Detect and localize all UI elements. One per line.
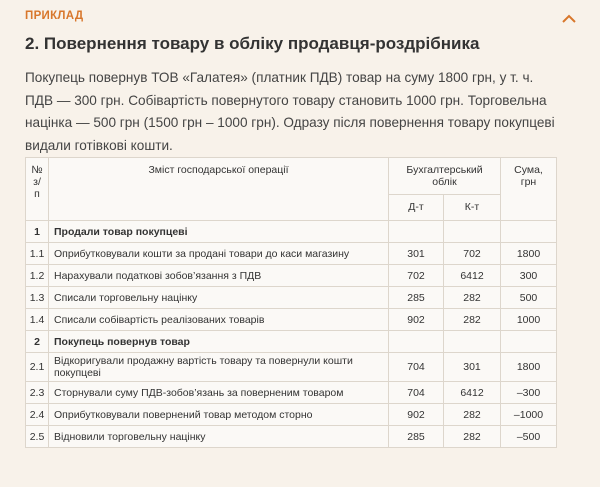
header-text: з/п [33,176,41,200]
table-cell: 1000 [500,308,557,331]
table-cell: 282 [443,425,501,448]
paragraph: Покупець повернув ТОВ «Галатея» (платник… [25,70,555,153]
table-cell: 6412 [443,381,501,404]
header-text: № [31,164,43,176]
table-cell: 301 [443,352,501,382]
table-cell: 1.1 [25,242,49,265]
table-cell: –500 [500,425,557,448]
table-row: 2 Покупець повернув товар [25,330,557,353]
header-cell: Бухгалтерський облік [388,157,501,195]
table-cell: Продали товар покупцеві [48,220,389,243]
table-cell: 2.3 [25,381,49,404]
header-cell: Сума, грн [500,157,557,221]
table-cell: 282 [443,403,501,426]
table-cell: 902 [388,403,444,426]
table: № з/п Зміст господарської операції Бухгал… [25,157,557,448]
table-cell: Списали торговельну націнку [48,286,389,309]
table-cell [500,220,557,243]
table-row: 2.3 Сторнували суму ПДВ-зобов’язань за по… [25,381,557,404]
table-cell: 1.2 [25,264,49,287]
table-cell: –1000 [500,403,557,426]
table-row: 1.2 Нарахували податкові зобов’язання з П… [25,264,557,287]
table-row: 1.4 Списали собівартість реалізованих тов… [25,308,557,331]
table-cell: 301 [388,242,444,265]
header-cell: Д-т [388,194,444,221]
table-cell: 285 [388,286,444,309]
table-cell: 704 [388,381,444,404]
table-cell: 1800 [500,352,557,382]
table-cell [388,220,444,243]
table-cell: Відкоригували продажну вартість товару т… [48,352,389,382]
table-cell: 702 [443,242,501,265]
table-cell: 902 [388,308,444,331]
table-cell: 1800 [500,242,557,265]
table-cell: Сторнували суму ПДВ-зобов’язань за повер… [48,381,389,404]
table-cell: 1.4 [25,308,49,331]
table-cell [388,330,444,353]
table-cell [500,330,557,353]
table-cell: 1 [25,220,49,243]
table-cell: Нарахували податкові зобов’язання з ПДВ [48,264,389,287]
table-cell: 300 [500,264,557,287]
table-row: 2.4 Оприбутковували повернений товар мето… [25,403,557,426]
table-cell: Відновили торговельну націнку [48,425,389,448]
table-cell: –300 [500,381,557,404]
table-row: 1.1 Оприбутковували кошти за продані това… [25,242,557,265]
table-cell: Списали собівартість реалізованих товарі… [48,308,389,331]
table-cell: Покупець повернув товар [48,330,389,353]
table-cell: 282 [443,308,501,331]
header-cell: № з/п [25,157,49,221]
table-cell: 2 [25,330,49,353]
header-cell: Зміст господарської операції [48,157,389,221]
table-cell: 704 [388,352,444,382]
table-cell: 6412 [443,264,501,287]
table-cell: 2.4 [25,403,49,426]
table-row: 2.5 Відновили торговельну націнку 285 282 –5… [25,425,557,448]
table-cell: 702 [388,264,444,287]
table-row: 1 Продали товар покупцеві [25,220,557,243]
table-cell: 285 [388,425,444,448]
table-cell: 2.1 [25,352,49,382]
table-row: 1.3 Списали торговельну націнку 285 282 500 [25,286,557,309]
table-cell [443,220,501,243]
table-cell [443,330,501,353]
table-row: 2.1 Відкоригували продажну вартість товар… [25,352,557,382]
collapse-toggle[interactable] [562,14,576,24]
section-label: ПРИКЛАД [25,10,84,22]
table-cell: 2.5 [25,425,49,448]
table-cell: Оприбутковували повернений товар методом… [48,403,389,426]
table-body: 1 Продали товар покупцеві 1.1 Оприбутковува… [25,220,557,448]
table-cell: 282 [443,286,501,309]
header-cell: К-т [443,194,501,221]
table-cell: 1.3 [25,286,49,309]
table-cell: 500 [500,286,557,309]
title: 2. Повернення товару в обліку продавця-р… [25,34,480,53]
table-cell: Оприбутковували кошти за продані товари … [48,242,389,265]
